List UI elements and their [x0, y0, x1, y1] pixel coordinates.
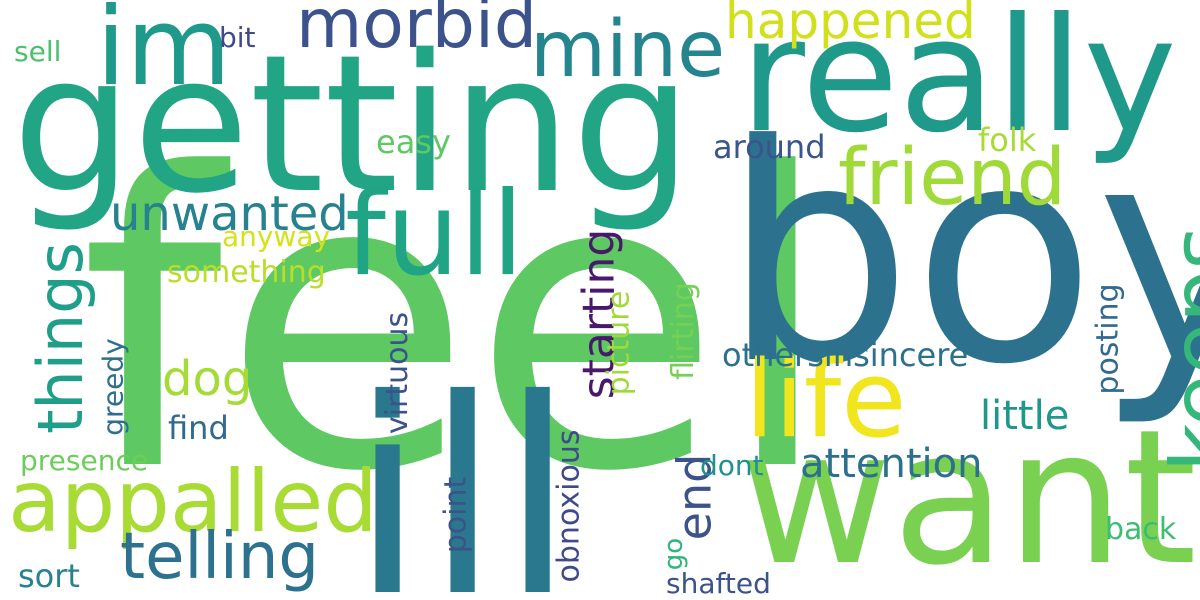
word-really: really	[740, 0, 1177, 168]
word-flirting: flirting	[665, 282, 701, 380]
word-attention: attention	[800, 441, 983, 487]
word-want: want	[740, 389, 1197, 600]
word-happened: happened	[725, 0, 976, 50]
word-easy: easy	[376, 123, 451, 161]
word-sort: sort	[18, 557, 80, 595]
word-find: find	[168, 409, 229, 447]
word-telling: telling	[120, 520, 319, 594]
word-go: go	[659, 537, 690, 571]
word-folk: folk	[978, 121, 1037, 159]
word-things: things	[23, 242, 97, 434]
word-posting: posting	[1090, 283, 1126, 395]
word-ill: ill	[350, 341, 576, 600]
word-little: little	[980, 393, 1070, 439]
word-othersinsincere: othersinsincere	[722, 336, 969, 374]
word-dog: dog	[162, 351, 253, 407]
word-feel: feel	[80, 88, 834, 560]
word-getting: getting	[12, 14, 693, 235]
word-around: around	[713, 128, 826, 166]
word-full: full	[345, 167, 524, 302]
word-bit: bit	[219, 21, 256, 54]
word-anyway: anyway	[222, 220, 331, 253]
word-shafted: shafted	[666, 567, 771, 600]
word-greedy: greedy	[96, 338, 130, 436]
word-life: life	[745, 338, 907, 461]
word-presence: presence	[20, 444, 149, 477]
word-obnoxious: obnoxious	[551, 429, 587, 583]
word-picture: picture	[601, 290, 637, 396]
word-point: point	[438, 476, 474, 554]
word-something: something	[167, 255, 326, 290]
word-back: back	[1105, 512, 1177, 547]
word-appalled: appalled	[8, 452, 378, 552]
word-unwanted: unwanted	[110, 186, 349, 242]
word-im: im	[96, 0, 232, 110]
word-keeps: keeps	[1153, 225, 1200, 473]
word-friend: friend	[838, 133, 1067, 223]
word-virtuous: virtuous	[380, 311, 416, 435]
word-sell: sell	[14, 35, 62, 68]
word-mine: mine	[530, 5, 726, 95]
word-boy: boy	[722, 81, 1200, 430]
word-dont: dont	[700, 449, 764, 482]
word-morbid: morbid	[296, 0, 538, 64]
